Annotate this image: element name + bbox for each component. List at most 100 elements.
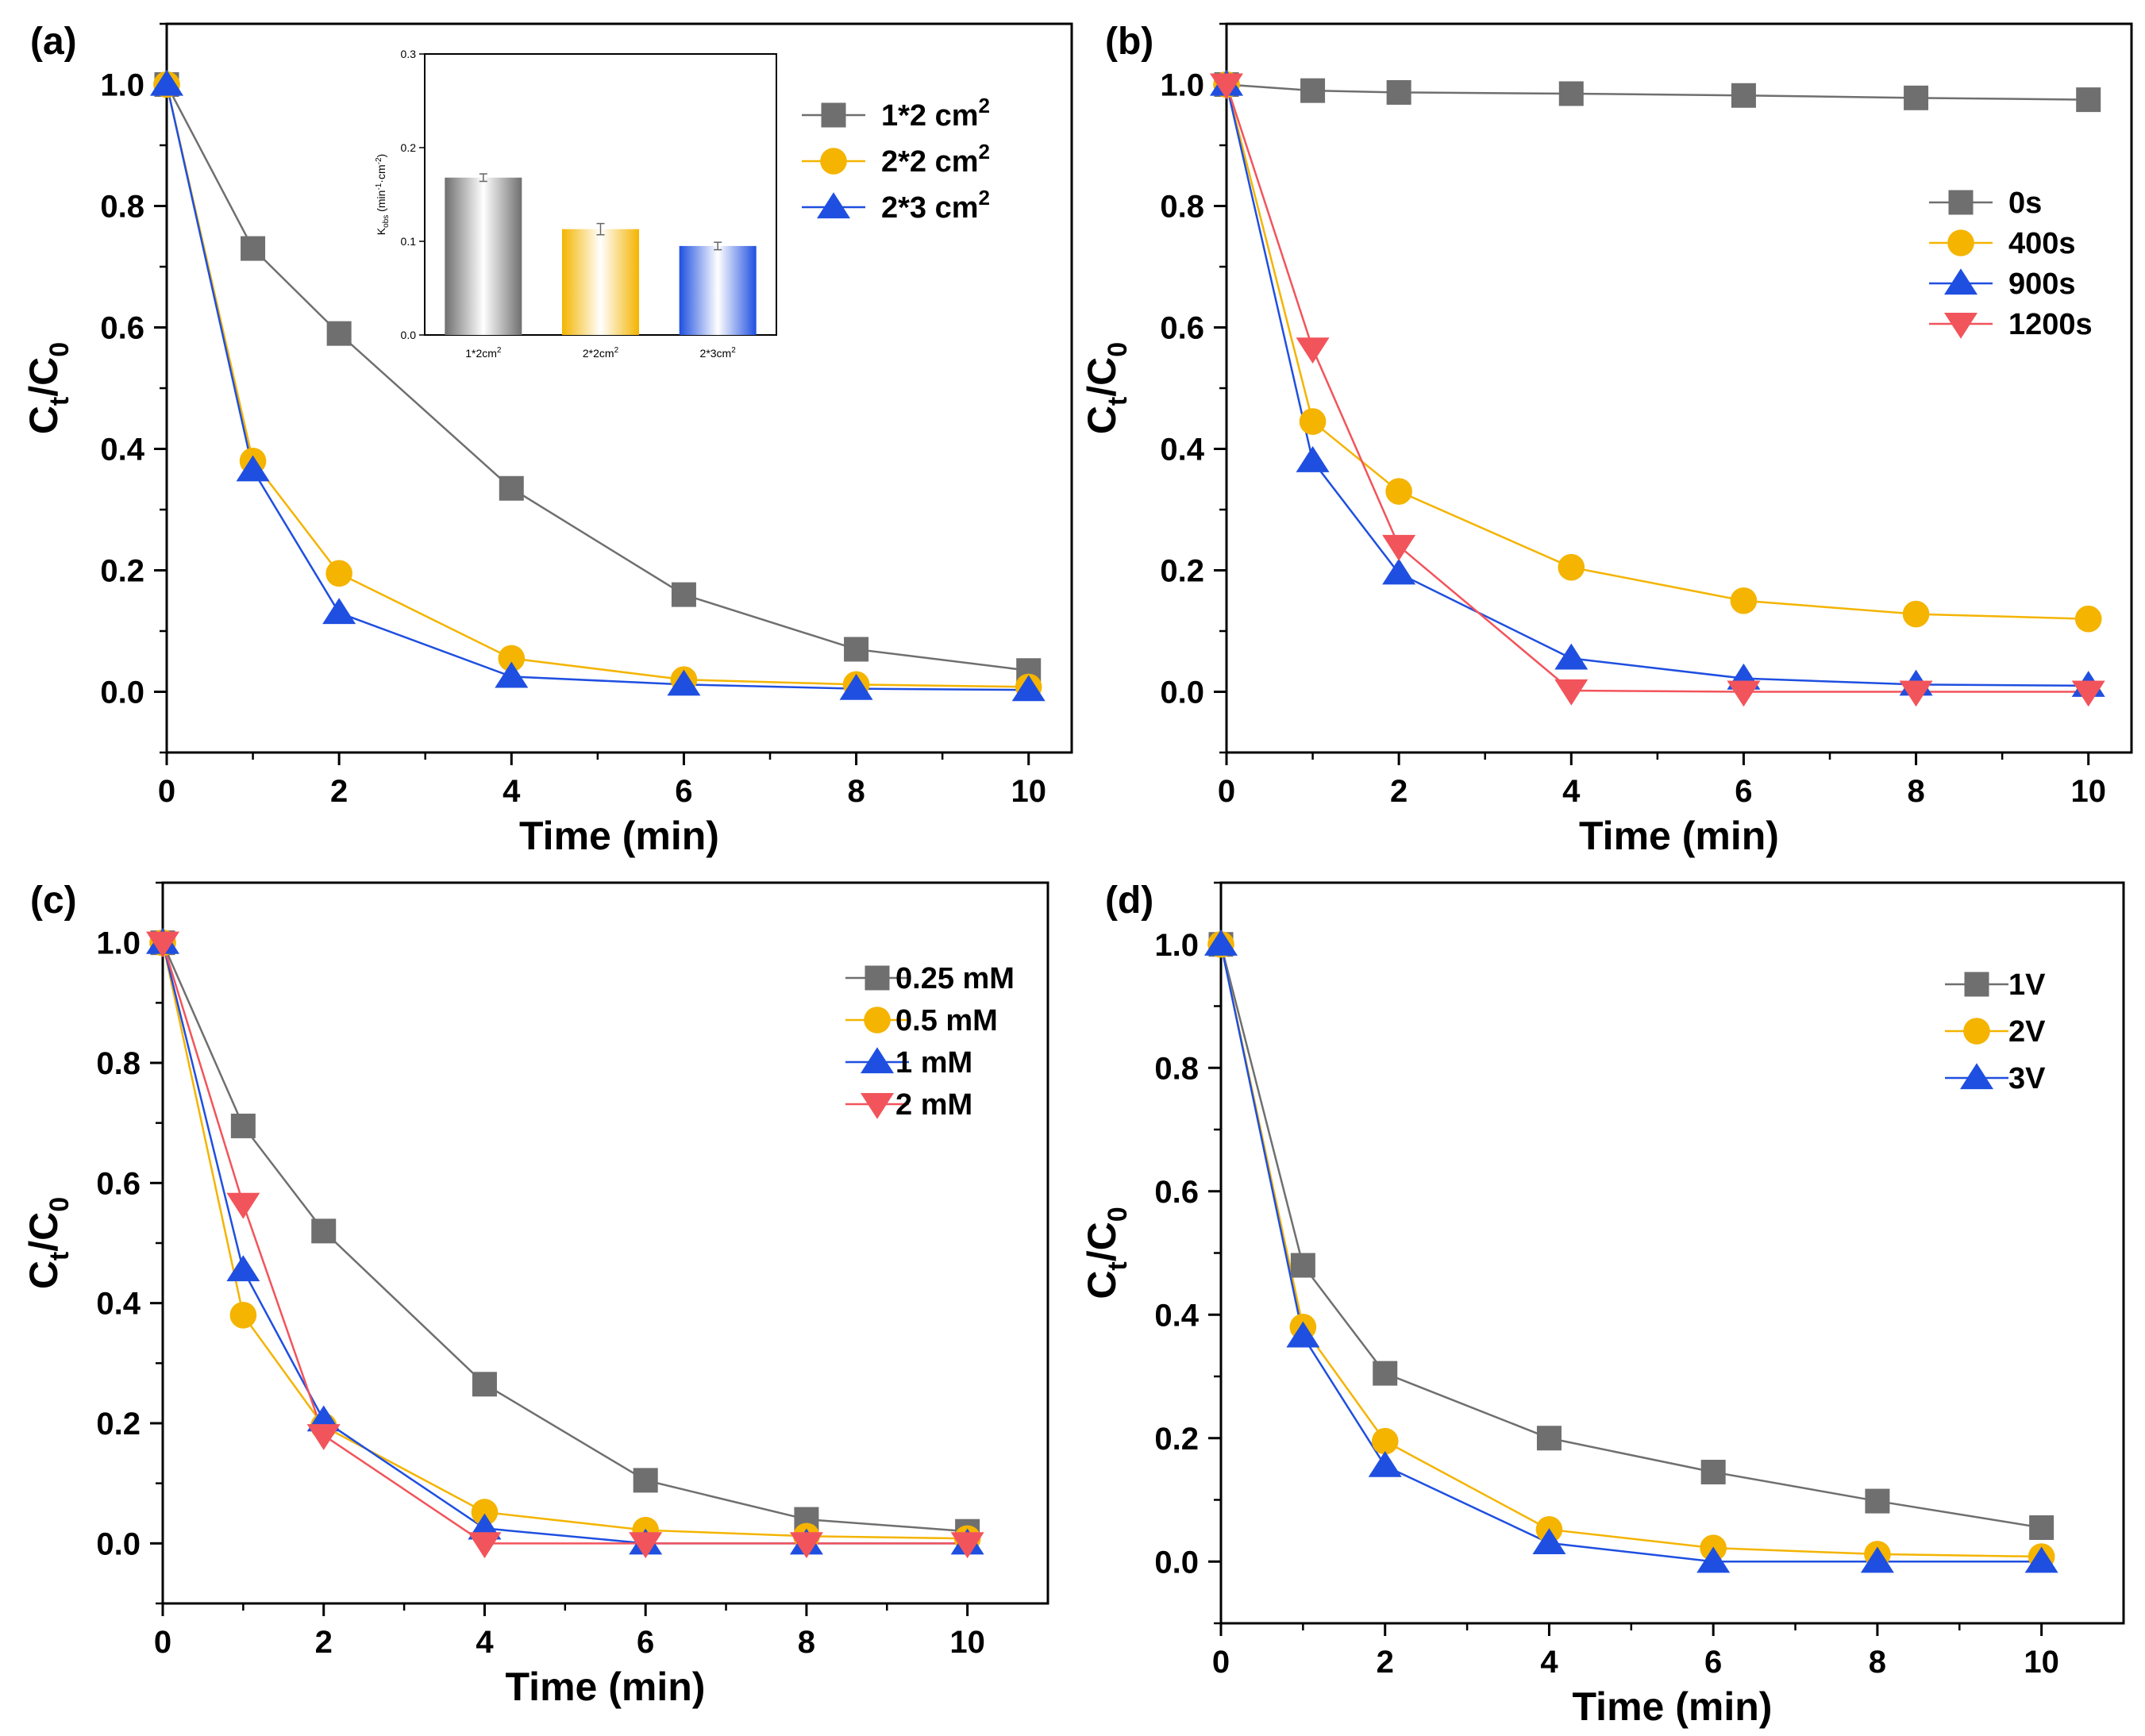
data-point	[2071, 680, 2105, 707]
data-point	[1210, 73, 1243, 100]
data-point	[1290, 1253, 1315, 1278]
data-point	[1532, 1528, 1566, 1554]
x-tick-label: 0	[154, 1625, 171, 1660]
data-point	[1296, 337, 1330, 364]
y-axis-title-subscript: t	[44, 397, 75, 406]
data-point	[230, 1113, 256, 1138]
x-tick-label: 10	[2070, 774, 2106, 809]
data-point	[1558, 553, 1585, 581]
series-line-1	[161, 942, 968, 1540]
data-point	[1382, 558, 1416, 585]
x-tick-label: 2	[1390, 774, 1408, 809]
legend-label: 3V	[2008, 1062, 2046, 1095]
series-line-2	[161, 942, 968, 1545]
data-point	[150, 69, 183, 96]
y-axis-title-part: /C	[21, 357, 66, 397]
data-point	[1730, 587, 1758, 614]
data-point	[325, 560, 352, 587]
data-point	[1386, 79, 1411, 105]
inset-bar	[679, 245, 757, 335]
x-tick-label: 8	[1907, 774, 1924, 809]
data-point	[1696, 1546, 1731, 1573]
legend-label: 400s	[2008, 227, 2076, 260]
data-point	[1300, 78, 1326, 103]
y-axis-title-part: C	[1080, 406, 1124, 434]
y-axis-title-part: /C	[21, 1212, 66, 1252]
inset-bar	[562, 229, 639, 335]
series-line-3	[1225, 84, 2089, 693]
data-point	[146, 931, 179, 958]
inset-category-label: 1*2cm2	[465, 346, 502, 360]
panel-label: (a)	[30, 21, 77, 63]
series-line-1	[1225, 84, 2089, 620]
data-point	[1204, 930, 1238, 956]
data-point	[629, 1532, 663, 1559]
panel-label: (b)	[1105, 21, 1153, 63]
legend-label: 2V	[2008, 1015, 2046, 1049]
x-axis-title: Time (min)	[1579, 814, 1779, 858]
legend-label: 0s	[2008, 187, 2042, 220]
y-axis-title-part: C	[21, 406, 66, 434]
data-point	[1382, 534, 1416, 561]
y-tick-label: 0.8	[1154, 1051, 1199, 1086]
data-point	[1727, 680, 1761, 707]
legend-marker	[861, 1047, 894, 1074]
y-axis-title-part: /C	[1080, 1222, 1124, 1261]
data-point	[1536, 1426, 1562, 1451]
data-point	[2029, 1515, 2055, 1540]
data-point	[1865, 1488, 1890, 1514]
y-tick-label: 0.2	[1160, 554, 1204, 589]
plot-frame	[1225, 22, 2133, 754]
y-tick-label: 0.8	[96, 1046, 141, 1081]
inset-y-tick-label: 0.2	[401, 141, 417, 154]
data-point	[2024, 1546, 2058, 1573]
data-point	[499, 475, 524, 501]
y-axis-title-subscript: 0	[1103, 342, 1133, 357]
inset-y-label-part: (min	[375, 191, 387, 215]
panel-label: (d)	[1105, 880, 1153, 922]
y-tick-label: 0.4	[1154, 1298, 1199, 1333]
data-point	[241, 236, 266, 261]
y-tick-label: 0.2	[1154, 1422, 1199, 1457]
data-point	[667, 669, 701, 696]
x-tick-label: 10	[2024, 1645, 2059, 1680]
data-point	[1299, 408, 1327, 435]
inset-category-label: 2*2cm2	[583, 346, 619, 360]
y-tick-label: 0.4	[96, 1287, 141, 1322]
inset-y-label-part: -1	[375, 183, 383, 190]
x-tick-label: 8	[847, 774, 865, 809]
inset-bar	[445, 177, 522, 335]
legend-marker	[1960, 1063, 1993, 1090]
data-point	[1368, 1450, 1402, 1477]
inset-y-label-part: -2	[375, 157, 383, 164]
legend-label: 1200s	[2008, 308, 2093, 341]
x-tick-label: 0	[1218, 774, 1235, 809]
x-tick-label: 2	[1377, 1645, 1394, 1680]
inset-bar-chart: 0.0 0.1 0.2 0.3 Kobs (min-1·cm-2) 1*2cm2 2*2cm…	[375, 48, 777, 360]
data-point	[839, 673, 873, 700]
inset-y-label: Kobs (min-1·cm-2)	[375, 154, 391, 235]
y-tick-label: 0.4	[100, 433, 144, 468]
legend-marker	[1964, 972, 1989, 997]
inset-y-tick-label: 0.1	[401, 235, 417, 248]
legend-marker	[820, 148, 847, 175]
x-tick-label: 4	[1562, 774, 1581, 809]
inset-category-sup: 2	[731, 346, 736, 355]
y-tick-label: 1.0	[96, 926, 141, 961]
y-tick-label: 1.0	[1160, 68, 1204, 103]
y-axis-title-subscript: t	[1103, 1261, 1133, 1270]
legend-label: 2 mM	[895, 1088, 972, 1122]
inset-category-sup: 2	[497, 346, 502, 355]
legend-label: 0.5 mM	[895, 1004, 998, 1037]
x-tick-label: 4	[503, 774, 521, 809]
y-tick-label: 1.0	[100, 68, 144, 103]
data-point	[226, 1192, 260, 1219]
legend-marker	[861, 1092, 894, 1119]
legend-marker	[817, 192, 850, 219]
y-axis-title-part: /C	[1080, 357, 1124, 397]
data-point	[844, 637, 869, 662]
legend-marker	[1947, 229, 1974, 256]
x-tick-label: 0	[1212, 1645, 1230, 1680]
